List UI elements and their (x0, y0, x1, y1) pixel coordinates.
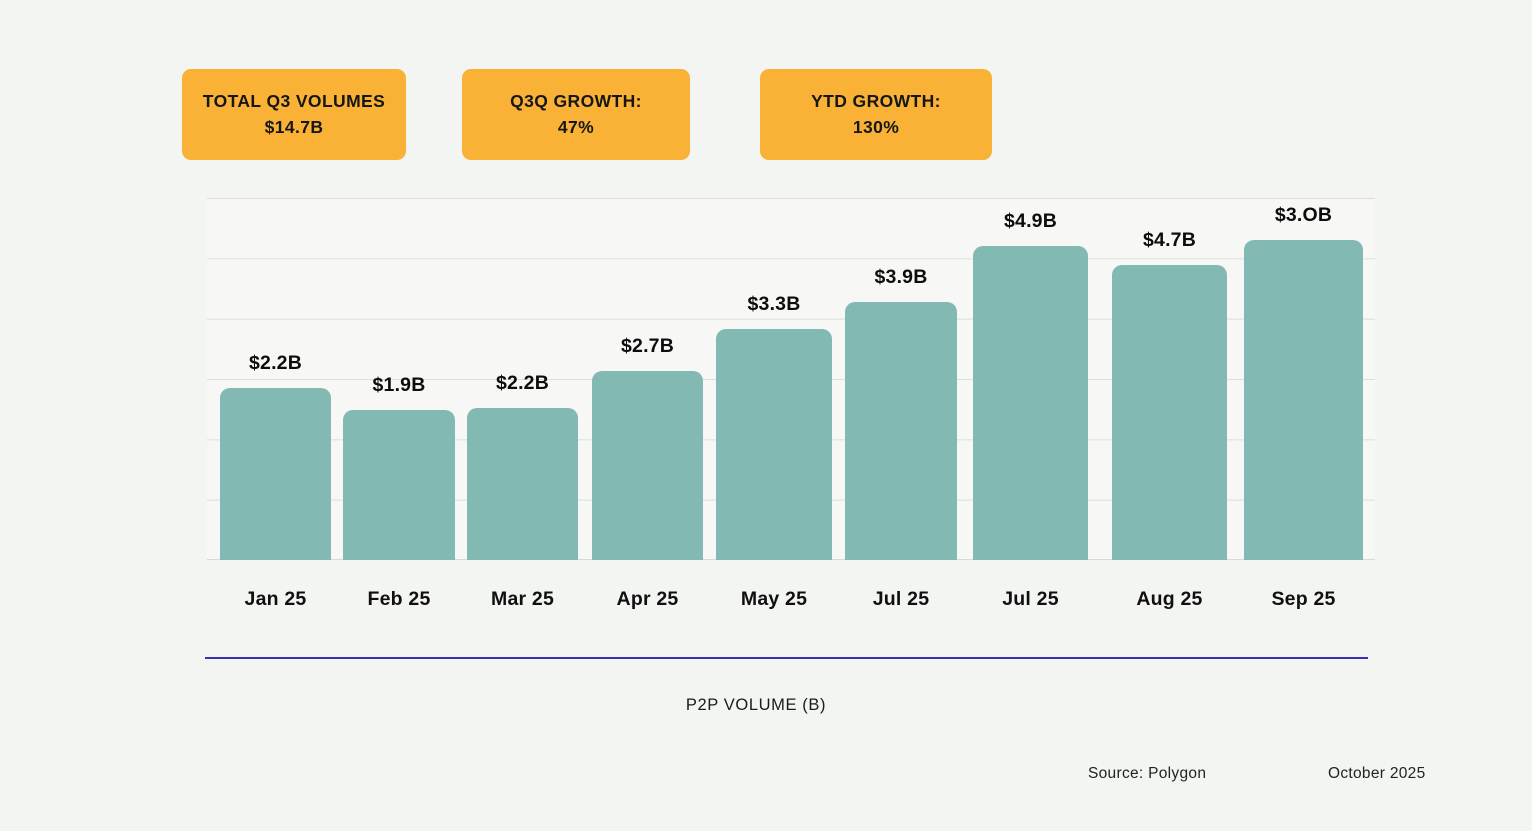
bar-chart: $2.2B Jan 25 $1.9B Feb 25 $2.2B Mar 25 $2.7B Ap… (207, 198, 1375, 610)
stat-badge-q3q-growth: Q3Q GROWTH: 47% (462, 69, 690, 160)
badge-title: TOTAL Q3 VOLUMES (202, 90, 386, 111)
bar-value-label: $2.7B (620, 335, 675, 357)
x-axis-label: Aug 25 (1136, 588, 1203, 610)
bar-value-label: $3.9B (874, 266, 928, 288)
bar-value-label: $2.2B (495, 372, 550, 394)
x-axis-label: Jul 25 (872, 588, 930, 610)
bar-apr-25 (592, 371, 703, 560)
x-axis-label: Apr 25 (616, 588, 679, 610)
stat-badge-total-q3-volumes: TOTAL Q3 VOLUMES $14.7B (182, 69, 406, 160)
bar-may-25 (716, 329, 832, 560)
bar-value-label: $3.OB (1274, 204, 1333, 226)
source-text: Source: Polygon (1088, 765, 1207, 782)
badge-value: $14.7B (264, 117, 324, 137)
badge-value: 47% (557, 117, 595, 137)
bar-jan-25 (220, 388, 331, 560)
bar-value-label: $4.7B (1142, 229, 1197, 251)
x-axis-label: Sep 25 (1271, 588, 1336, 610)
x-axis-label: May 25 (740, 588, 808, 610)
badge-title: YTD GROWTH: (811, 90, 941, 111)
stat-badge-ytd-growth: YTD GROWTH: 130% (760, 69, 992, 160)
bar-mar-25 (467, 408, 578, 560)
x-axis-label: Mar 25 (491, 588, 554, 610)
bar-value-label: $1.9B (372, 374, 426, 396)
bar-feb-25 (343, 410, 455, 560)
x-axis-label: Jan 25 (244, 588, 307, 610)
bar-sep-25 (1244, 240, 1363, 560)
bar-value-label: $2.2B (248, 352, 303, 374)
badge-value: 130% (852, 117, 900, 137)
bar-jul-25 (973, 246, 1088, 560)
bar-aug-25 (1112, 265, 1227, 560)
badge-title: Q3Q GROWTH: (510, 90, 642, 111)
bar-value-label: $3.3B (747, 293, 801, 315)
x-axis-label: Jul 25 (1002, 588, 1059, 610)
date-text: October 2025 (1328, 765, 1426, 782)
bar-value-label: $4.9B (1003, 210, 1058, 232)
x-axis-label: Feb 25 (367, 588, 431, 610)
bar-jul-25 (845, 302, 957, 560)
x-axis-title: P2P VOLUME (B) (685, 696, 827, 714)
divider-line (205, 657, 1368, 659)
